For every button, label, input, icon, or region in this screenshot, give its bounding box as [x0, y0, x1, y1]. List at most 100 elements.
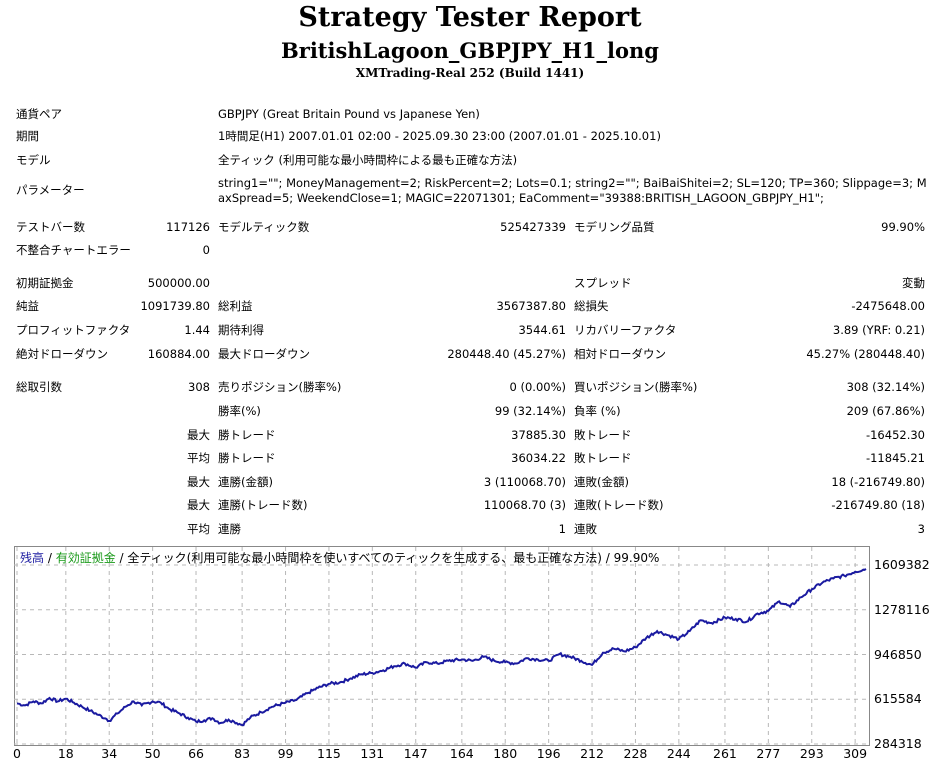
abs-drawdown-label: 絶対ドローダウン: [16, 347, 108, 361]
x-tick-label: 293: [799, 746, 824, 761]
rel-drawdown-label: 相対ドローダウン: [574, 347, 666, 361]
max-cons-losses-label: 連敗(金額): [574, 475, 629, 489]
quality-label: モデリング品質: [574, 220, 655, 234]
x-tick-label: 196: [536, 746, 561, 761]
pair-label: 通貨ペア: [16, 107, 62, 121]
ticks-value: 525427339: [500, 220, 566, 234]
chart-legend: 残高 / 有効証拠金 / 全ティック(利用可能な最小時間枠を使いすべてのティック…: [20, 549, 659, 566]
avg-prefix: 平均: [187, 451, 210, 465]
params-label: パラメーター: [16, 183, 85, 197]
short-positions-value: 0 (0.00%): [509, 380, 566, 394]
max-drawdown-label: 最大ドローダウン: [218, 347, 310, 361]
legend-separator: /: [44, 551, 56, 565]
net-profit-label: 純益: [16, 299, 39, 313]
recovery-factor-label: リカバリーファクタ: [574, 323, 677, 337]
loss-rate-value: 209 (67.86%): [846, 404, 925, 418]
gross-loss-label: 総損失: [574, 299, 609, 313]
x-tick-label: 83: [234, 746, 251, 761]
y-tick-label: 946850: [874, 646, 922, 662]
x-tick-label: 131: [360, 746, 385, 761]
avg-cons-wins-value: 1: [558, 522, 566, 536]
y-tick-label: 1278116: [874, 601, 930, 617]
ticks-label: モデルティック数: [218, 220, 310, 234]
errors-value: 0: [202, 243, 210, 257]
period-label: 期間: [16, 129, 39, 143]
x-tick-label: 34: [101, 746, 118, 761]
x-tick-label: 277: [756, 746, 781, 761]
x-tick-label: 0: [13, 746, 21, 761]
avg-loss-value: -11845.21: [865, 451, 925, 465]
spread-label: スプレッド: [574, 276, 632, 290]
max-prefix: 最大: [187, 498, 210, 512]
max-cons-profit-label: 連勝(トレード数): [218, 498, 308, 512]
avg-prefix: 平均: [187, 522, 210, 536]
x-tick-label: 261: [713, 746, 737, 761]
quality-value: 99.90%: [881, 220, 925, 234]
x-tick-label: 212: [580, 746, 604, 761]
recovery-factor-value: 3.89 (YRF: 0.21): [832, 323, 925, 337]
win-rate-label: 勝率(%): [218, 404, 261, 418]
gross-loss-value: -2475648.00: [851, 299, 925, 313]
x-tick-label: 99: [277, 746, 294, 761]
loss-rate-label: 負率 (%): [574, 404, 621, 418]
balance-line: [16, 568, 867, 727]
total-trades-value: 308: [188, 380, 210, 394]
avg-cons-losses-value: 3: [917, 522, 925, 536]
avg-loss-label: 敗トレード: [574, 451, 632, 465]
long-positions-label: 買いポジション(勝率%): [574, 380, 698, 394]
model-label: モデル: [16, 153, 51, 167]
expected-payoff-value: 3544.61: [518, 323, 566, 337]
max-prefix: 最大: [187, 475, 210, 489]
max-cons-wins-value: 3 (110068.70): [483, 475, 566, 489]
x-tick-label: 115: [316, 746, 341, 761]
x-tick-label: 66: [188, 746, 204, 761]
x-tick-label: 164: [449, 746, 474, 761]
max-drawdown-value: 280448.40 (45.27%): [447, 347, 566, 361]
y-tick-label: 1609382: [874, 557, 930, 572]
profit-factor-label: プロフィットファクタ: [16, 323, 131, 337]
max-cons-loss-value: -216749.80 (18): [831, 498, 925, 512]
x-tick-label: 228: [623, 746, 648, 761]
report-subtitle: BritishLagoon_GBPJPY_H1_long: [281, 38, 659, 63]
largest-loss-label: 敗トレード: [574, 428, 632, 442]
expected-payoff-label: 期待利得: [218, 323, 264, 337]
y-tick-label: 615584: [874, 691, 922, 707]
balance-chart-frame: [14, 546, 870, 746]
avg-cons-losses-label: 連敗: [574, 522, 597, 536]
max-prefix: 最大: [187, 428, 210, 442]
avg-win-label: 勝トレード: [218, 451, 276, 465]
profit-factor-value: 1.44: [184, 323, 210, 337]
largest-win-value: 37885.30: [511, 428, 566, 442]
gross-profit-value: 3567387.80: [496, 299, 566, 313]
y-tick-label: 284318: [874, 736, 922, 751]
long-positions-value: 308 (32.14%): [846, 380, 925, 394]
bars-value: 117126: [166, 220, 210, 234]
largest-win-label: 勝トレード: [218, 428, 276, 442]
short-positions-label: 売りポジション(勝率%): [218, 380, 342, 394]
spread-value: 変動: [902, 276, 925, 290]
x-tick-label: 18: [57, 746, 74, 761]
max-cons-wins-label: 連勝(金額): [218, 475, 273, 489]
model-value: 全ティック (利用可能な最小時間枠による最も正確な方法): [218, 153, 518, 167]
x-tick-label: 309: [843, 746, 868, 761]
build-info: XMTrading-Real 252 (Build 1441): [355, 66, 585, 80]
win-rate-value: 99 (32.14%): [494, 404, 566, 418]
report-title: Strategy Tester Report: [298, 2, 642, 33]
x-tick-label: 180: [493, 746, 518, 761]
max-cons-loss-label: 連敗(トレード数): [574, 498, 664, 512]
avg-cons-wins-label: 連勝: [218, 522, 241, 536]
errors-label: 不整合チャートエラー: [16, 243, 131, 257]
max-cons-profit-value: 110068.70 (3): [483, 498, 566, 512]
avg-win-value: 36034.22: [511, 451, 566, 465]
largest-loss-value: -16452.30: [865, 428, 925, 442]
total-trades-label: 総取引数: [16, 380, 62, 394]
pair-value: GBPJPY (Great Britain Pound vs Japanese …: [218, 107, 480, 121]
legend-description: / 全ティック(利用可能な最小時間枠を使いすべてのティックを生成する、最も正確な…: [115, 551, 660, 565]
abs-drawdown-value: 160884.00: [147, 347, 210, 361]
params-value: string1=""; MoneyManagement=2; RiskPerce…: [218, 176, 927, 205]
period-value: 1時間足(H1) 2007.01.01 02:00 - 2025.09.30 2…: [218, 129, 661, 143]
gross-profit-label: 総利益: [218, 299, 253, 313]
x-tick-label: 147: [403, 746, 428, 761]
deposit-value: 500000.00: [147, 276, 210, 290]
